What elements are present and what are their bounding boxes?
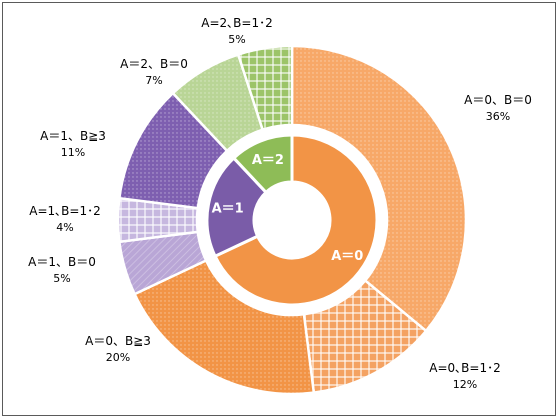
outer-slice-texture-1 (292, 46, 467, 331)
outer-slice-label-3: A＝0、B≧3 (85, 334, 151, 348)
outer-slice-percent-7: 7% (145, 74, 162, 87)
inner-slice-label-3: A＝2 (252, 153, 284, 168)
outer-slice-label-5: A=1､B=1･2 (29, 204, 100, 218)
outer-slice-label-1: A＝0、B＝0 (464, 93, 532, 107)
outer-slice-label-7: A＝2、B＝0 (120, 57, 188, 71)
outer-slice-texture-2 (303, 280, 427, 393)
outer-slice-texture-8 (238, 46, 292, 130)
outer-slice-texture-7 (172, 54, 263, 151)
outer-slice-percent-6: 11% (61, 146, 85, 159)
outer-slice-label-2: A=0､B=1･2 (429, 361, 500, 375)
outer-slice-percent-2: 12% (453, 378, 477, 391)
outer-slice-texture-4 (119, 231, 207, 295)
inner-slice-label-1: A＝0 (331, 249, 363, 264)
outer-slice-label-4: A＝1、B＝0 (28, 255, 96, 269)
outer-ring (116, 44, 468, 396)
outer-slice-label-8: A=2､B=1･2 (201, 16, 272, 30)
outer-slice-percent-5: 4% (56, 221, 73, 234)
outer-slice-percent-3: 20% (106, 351, 130, 364)
inner-slice-label-2: A＝1 (212, 202, 244, 217)
outer-slice-label-6: A＝1、B≧3 (40, 129, 106, 143)
inner-slice-1 (213, 133, 379, 307)
outer-slice-percent-1: 36% (486, 110, 510, 123)
inner-ring: A＝0 A＝1 A＝2 (205, 133, 379, 307)
outer-slice-texture-5 (117, 198, 198, 242)
slice-labels: A＝0、B＝0 36% A=0､B=1･2 12% A＝0、B≧3 20% A＝1、B＝0 5… (28, 16, 532, 391)
outer-slice-percent-8: 5% (228, 33, 245, 46)
outer-slice-texture-3 (134, 260, 314, 394)
outer-slice-texture-6 (119, 93, 227, 209)
outer-slice-percent-4: 5% (53, 272, 70, 285)
inner-slice-3 (231, 133, 294, 195)
